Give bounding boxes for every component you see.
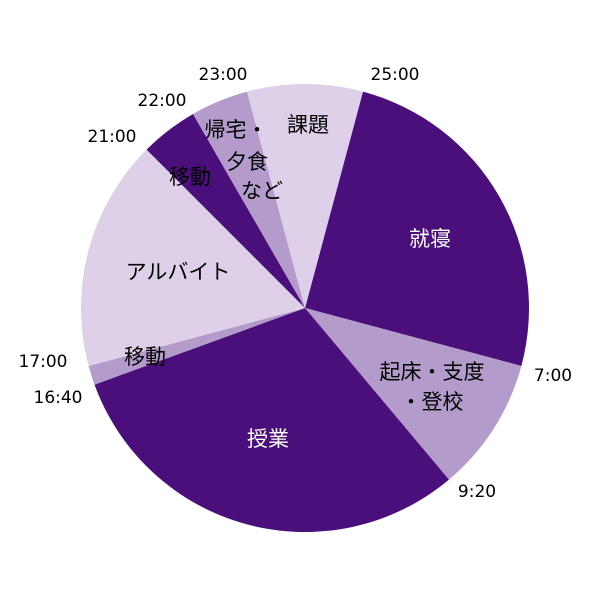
time-label: 23:00 [199,65,248,85]
slice-label: ・登校 [401,390,464,414]
slice-label: 移動 [124,345,166,369]
pie-slice [88,308,305,385]
pie-slice [247,84,363,308]
pie-slice [146,114,305,308]
time-label: 25:00 [371,65,420,85]
slice-label: 課題 [287,113,329,137]
pie-slice [305,308,522,480]
slice-label: 就寝 [409,227,451,251]
slice-label: 夕食 [226,150,268,174]
time-label: 17:00 [19,352,68,372]
pie-slice [94,308,449,533]
slice-label: アルバイト [126,260,231,284]
time-label: 22:00 [138,91,187,111]
pie-slice [193,91,305,308]
slice-label: など [241,179,283,203]
time-label: 16:40 [34,388,83,408]
time-label: 9:20 [458,482,496,502]
slice-label: 起床・支度 [380,360,485,384]
time-label: 21:00 [88,127,137,147]
pie-slice [80,149,305,366]
slice-label: 授業 [247,427,289,451]
pie-slice [305,91,529,366]
time-label: 7:00 [534,366,572,386]
slice-label: 移動 [169,165,211,189]
slice-label: 帰宅・ [205,118,268,142]
